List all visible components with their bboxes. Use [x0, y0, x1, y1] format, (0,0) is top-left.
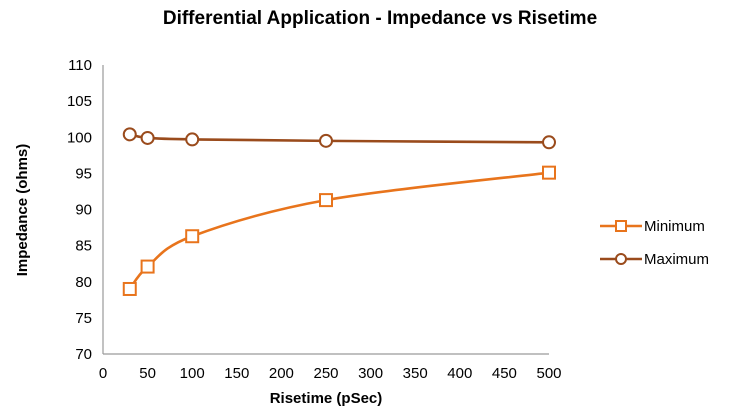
data-point-square	[185, 229, 200, 244]
x-tick-labels: 0 50 100 150 200 250 300 350 400 450 500	[99, 365, 562, 382]
x-tick-label: 350	[403, 365, 428, 382]
x-tick-label: 250	[313, 365, 338, 382]
x-tick-label: 100	[180, 365, 205, 382]
y-tick-label: 105	[67, 93, 92, 110]
series-maximum	[122, 127, 556, 150]
data-point-square	[319, 193, 333, 208]
y-tick-label: 80	[75, 274, 92, 291]
data-point-circle	[185, 132, 200, 147]
legend-item-maximum: Maximum	[600, 251, 709, 268]
data-point-circle	[122, 127, 137, 142]
legend-label: Minimum	[644, 218, 705, 235]
x-tick-label: 400	[447, 365, 472, 382]
y-tick-label: 95	[75, 165, 92, 182]
x-tick-label: 300	[358, 365, 383, 382]
x-axis-title: Risetime (pSec)	[270, 390, 383, 407]
x-tick-label: 500	[536, 365, 561, 382]
data-point-square	[542, 165, 556, 180]
x-tick-label: 450	[492, 365, 517, 382]
series-minimum	[122, 165, 556, 296]
y-tick-label: 85	[75, 238, 92, 255]
x-tick-label: 0	[99, 365, 107, 382]
x-tick-label: 50	[139, 365, 156, 382]
y-tick-label: 90	[75, 202, 92, 219]
y-tick-label: 110	[68, 57, 92, 74]
x-tick-label: 200	[269, 365, 294, 382]
data-point-circle	[319, 133, 333, 148]
y-tick-label: 100	[67, 129, 92, 146]
axes	[102, 65, 549, 355]
legend-label: Maximum	[644, 251, 709, 268]
legend-marker-square	[615, 220, 627, 232]
data-point-circle	[140, 130, 155, 145]
data-point-square	[140, 259, 155, 274]
y-tick-label: 70	[75, 346, 92, 363]
chart-title: Differential Application - Impedance vs …	[163, 8, 597, 29]
data-point-circle	[542, 135, 556, 150]
series-layer	[122, 127, 556, 296]
y-tick-label: 75	[75, 310, 92, 327]
legend: Minimum Maximum	[600, 218, 709, 268]
y-axis-title: Impedance (ohms)	[14, 144, 31, 277]
x-tick-label: 150	[224, 365, 249, 382]
data-point-square	[122, 281, 137, 296]
legend-marker-circle	[615, 253, 627, 265]
legend-item-minimum: Minimum	[600, 218, 705, 235]
y-tick-labels: 70 75 80 85 90 95 100 105 110	[67, 57, 92, 363]
